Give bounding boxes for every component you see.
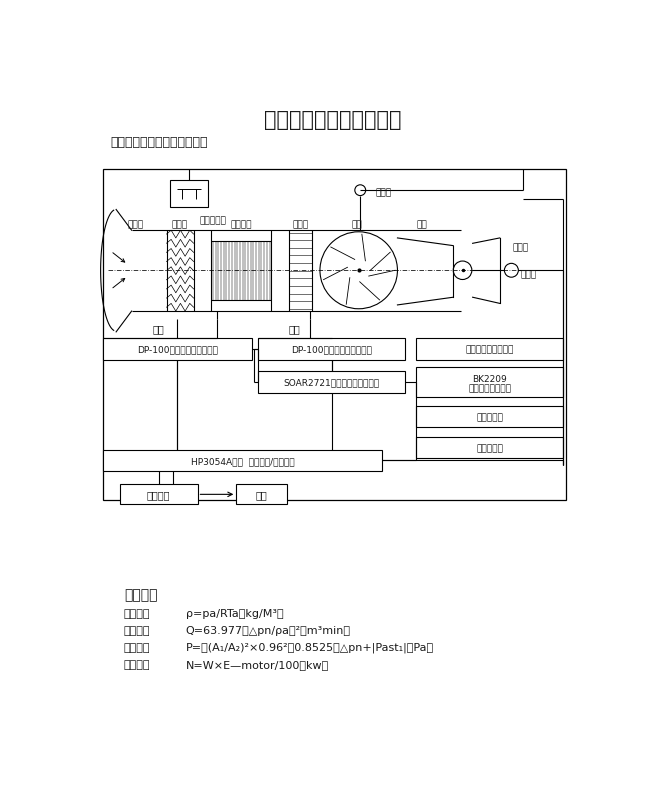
Text: HP3054A数据  自动采集/控制系统: HP3054A数据 自动采集/控制系统 (190, 456, 294, 466)
Text: 电脑显示: 电脑显示 (147, 490, 170, 499)
Text: DP-100带接口数字式压力表: DP-100带接口数字式压力表 (291, 344, 372, 354)
Text: 风机风量: 风机风量 (124, 625, 150, 635)
Text: 大气压力计: 大气压力计 (199, 217, 226, 226)
Text: 计算公式: 计算公式 (124, 588, 157, 601)
Text: DP-100带接口数字式压力表: DP-100带接口数字式压力表 (137, 344, 218, 354)
Bar (236, 485, 287, 505)
Text: 动压: 动压 (153, 324, 164, 333)
Bar (258, 339, 405, 360)
Text: 压力传感器: 压力传感器 (476, 443, 503, 452)
Text: 空气密度: 空气密度 (124, 608, 150, 618)
Text: 进气口: 进气口 (127, 220, 144, 230)
Text: 试验风管: 试验风管 (230, 220, 252, 230)
Text: 风机功率: 风机功率 (124, 659, 150, 669)
Text: 一、风机气动性能试验示意图: 一、风机气动性能试验示意图 (111, 136, 208, 149)
Bar (103, 450, 382, 471)
Text: 十四、风机气动性能试验: 十四、风机气动性能试验 (265, 109, 402, 129)
Text: 风机全压: 风机全压 (124, 642, 150, 652)
Text: SOAR2721带接口数字式压力表: SOAR2721带接口数字式压力表 (283, 378, 380, 387)
Bar (103, 339, 252, 360)
Bar (416, 368, 564, 397)
Text: Q=63.977（△pn/ρa）²（m³min）: Q=63.977（△pn/ρa）²（m³min） (186, 625, 351, 635)
Text: 电机: 电机 (417, 220, 428, 230)
Bar (416, 437, 564, 459)
Text: 声级计: 声级计 (513, 243, 529, 252)
Bar (416, 406, 564, 428)
Text: 带接口精密声级计: 带接口精密声级计 (468, 384, 511, 393)
Text: 静压: 静压 (288, 324, 300, 333)
Text: 叶轮: 叶轮 (352, 220, 363, 230)
Bar (120, 485, 198, 505)
Text: 打印: 打印 (255, 490, 267, 499)
Text: ρ=pa/RTa（kg/M³）: ρ=pa/RTa（kg/M³） (186, 608, 283, 618)
Text: P=［(A₁/A₂)²×0.96²－0.8525］△pn+|Past₁|（Pa）: P=［(A₁/A₂)²×0.96²－0.8525］△pn+|Past₁|（Pa） (186, 642, 434, 652)
Text: 阻力网: 阻力网 (172, 220, 188, 230)
Bar (170, 181, 207, 208)
Text: 温度传感器: 温度传感器 (476, 413, 503, 422)
Text: 温度计: 温度计 (376, 188, 392, 197)
Text: N=W×E—motor/100（kw）: N=W×E—motor/100（kw） (186, 659, 329, 669)
Bar (258, 372, 405, 393)
Text: 带接口数字式转速表: 带接口数字式转速表 (465, 344, 514, 354)
Bar (103, 169, 566, 500)
Text: 转速表: 转速表 (521, 271, 537, 279)
Text: 整流栅: 整流栅 (292, 220, 309, 230)
Bar (416, 339, 564, 360)
Text: BK2209: BK2209 (473, 374, 507, 383)
